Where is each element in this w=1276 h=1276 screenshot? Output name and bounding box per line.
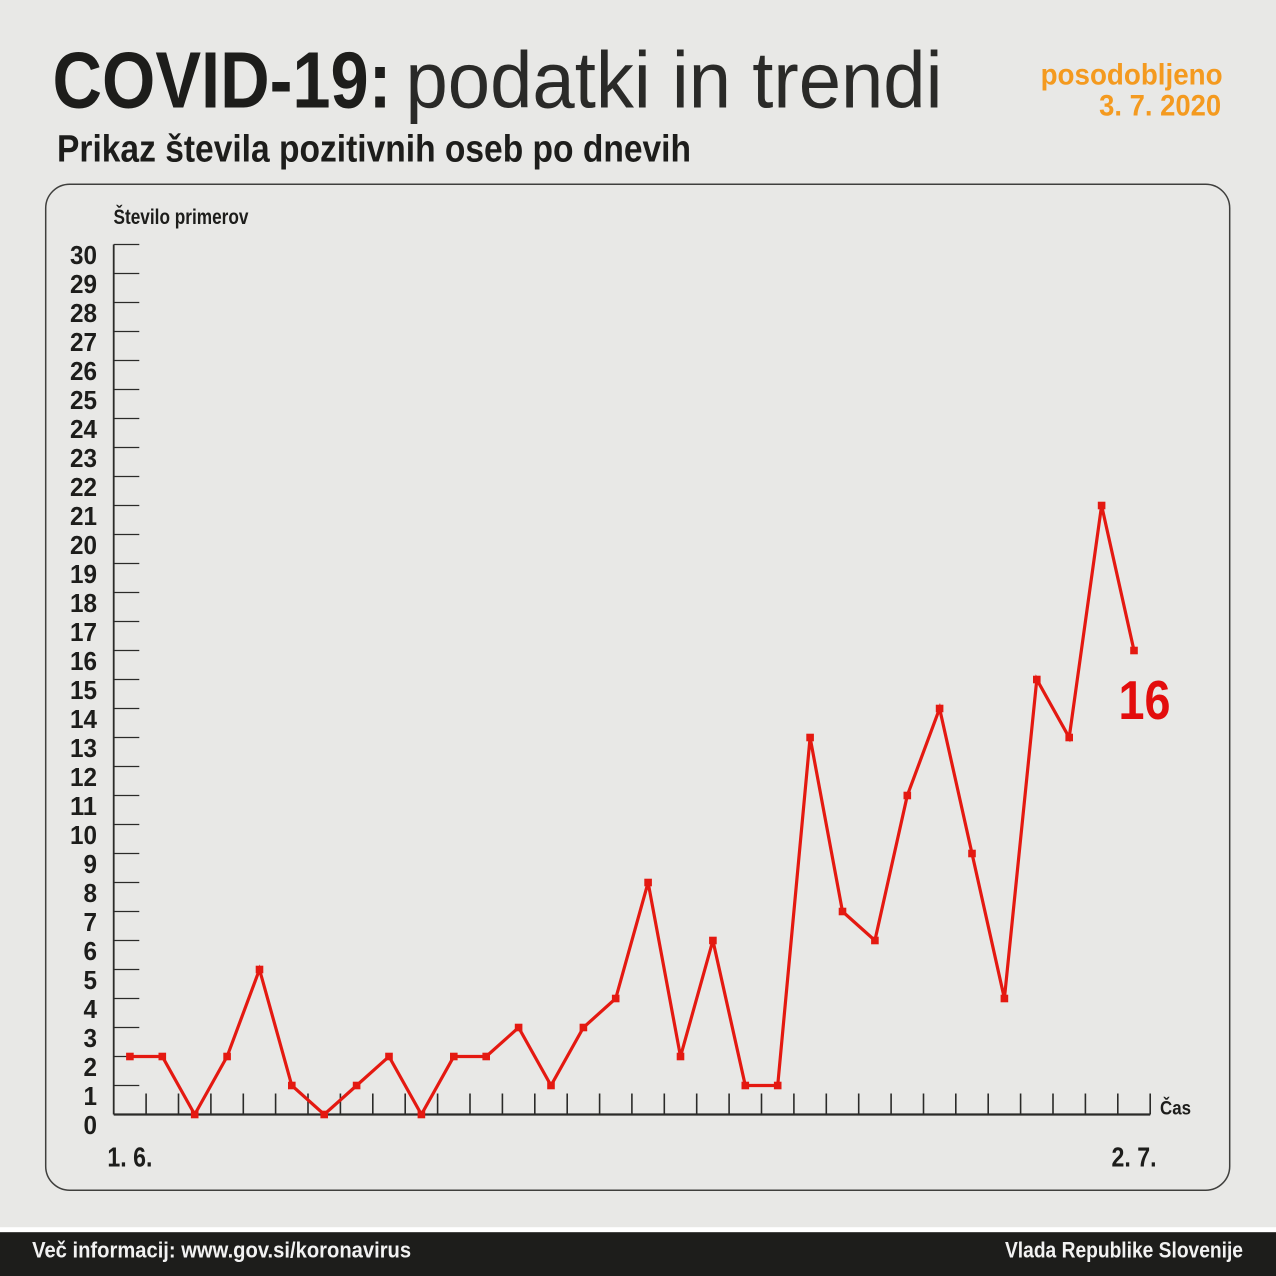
svg-text:18: 18 [70, 588, 97, 618]
svg-text:26: 26 [70, 356, 97, 386]
svg-text:2: 2 [84, 1052, 98, 1082]
svg-text:15: 15 [70, 675, 97, 705]
svg-text:20: 20 [70, 530, 97, 560]
svg-text:21: 21 [70, 501, 97, 531]
svg-text:10: 10 [70, 820, 97, 850]
svg-text:2. 7.: 2. 7. [1112, 1142, 1157, 1173]
svg-text:30: 30 [70, 240, 97, 270]
svg-text:24: 24 [70, 414, 98, 444]
svg-text:17: 17 [70, 617, 97, 647]
svg-text:8: 8 [84, 878, 98, 908]
svg-text:25: 25 [70, 385, 97, 415]
svg-text:28: 28 [70, 298, 97, 328]
svg-text:12: 12 [70, 762, 97, 792]
svg-text:podatki in trendi: podatki in trendi [406, 35, 943, 124]
svg-text:3. 7. 2020: 3. 7. 2020 [1099, 89, 1221, 122]
svg-text:4: 4 [84, 994, 98, 1024]
svg-text:1. 6.: 1. 6. [107, 1142, 152, 1173]
svg-text:3: 3 [84, 1023, 98, 1053]
svg-text:16: 16 [1119, 669, 1171, 731]
svg-text:13: 13 [70, 733, 97, 763]
svg-text:1: 1 [84, 1081, 98, 1111]
svg-text:7: 7 [84, 907, 98, 937]
svg-text:22: 22 [70, 472, 97, 502]
svg-text:27: 27 [70, 327, 97, 357]
svg-text:9: 9 [84, 849, 98, 879]
svg-text:5: 5 [84, 965, 98, 995]
svg-text:6: 6 [84, 936, 98, 966]
svg-text:11: 11 [70, 791, 97, 821]
svg-text:Število primerov: Število primerov [114, 205, 249, 229]
svg-text:posodobljeno: posodobljeno [1041, 59, 1223, 92]
svg-text:19: 19 [70, 559, 97, 589]
svg-text:16: 16 [70, 646, 97, 676]
svg-text:Vlada Republike Slovenije: Vlada Republike Slovenije [1005, 1238, 1243, 1263]
svg-text:Več informacij: www.gov.si/kor: Več informacij: www.gov.si/koronavirus [32, 1238, 411, 1263]
svg-text:Prikaz števila pozitivnih oseb: Prikaz števila pozitivnih oseb po dnevih [57, 129, 691, 171]
svg-text:COVID-19:: COVID-19: [53, 35, 392, 124]
svg-text:23: 23 [70, 443, 97, 473]
svg-text:14: 14 [70, 704, 98, 734]
svg-text:0: 0 [84, 1110, 98, 1140]
svg-text:Čas: Čas [1160, 1098, 1191, 1120]
svg-text:29: 29 [70, 269, 97, 299]
